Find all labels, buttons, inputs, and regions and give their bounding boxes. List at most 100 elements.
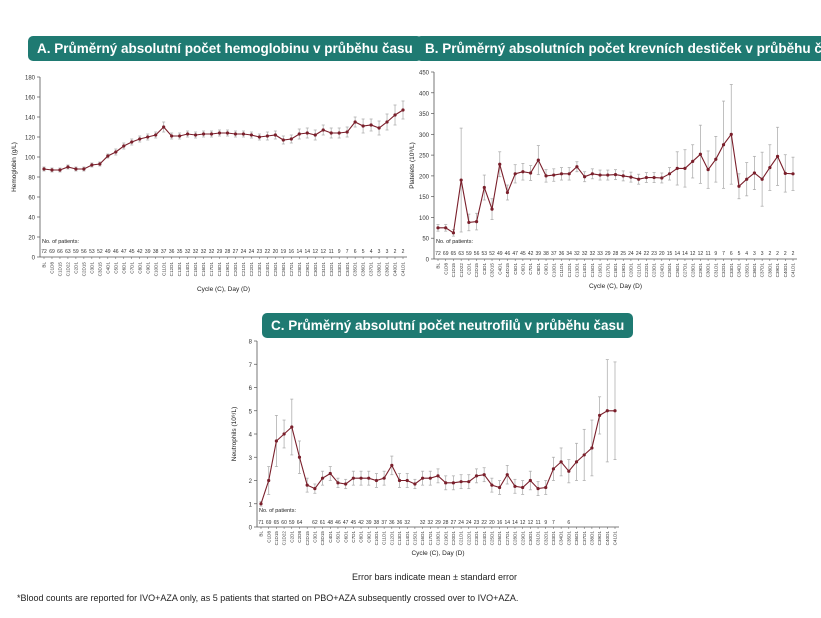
- chart-b-x-tick-label: C17D1: [605, 263, 610, 278]
- chart-a-y-axis-label: Hemoglobin (g/L): [11, 142, 18, 192]
- chart-c-x-tick-label: C1D8: [266, 531, 271, 543]
- chart-a-patient-count: 66: [57, 249, 63, 255]
- chart-b-x-tick-label: C12D1: [567, 263, 572, 278]
- chart-c-data-point: [274, 439, 278, 443]
- chart-b-data-point: [536, 158, 540, 162]
- chart-c-y-tick-label: 3: [249, 456, 253, 462]
- chart-a-patient-count: 56: [81, 249, 87, 255]
- chart-c-data-point: [544, 485, 548, 490]
- chart-c-data-point: [490, 483, 494, 487]
- chart-c-patient-count: 12: [528, 520, 534, 526]
- chart-a-x-tick-label: C40D1: [393, 262, 398, 277]
- chart-c-x-tick-label: C32D1: [543, 531, 548, 546]
- chart-c-patient-count: 12: [520, 520, 526, 526]
- chart-b-x-axis-label: Cycle (C), Day (D): [589, 283, 642, 290]
- chart-c-data-point: [328, 471, 332, 476]
- chart-c-x-tick-label: C17D1: [428, 531, 433, 546]
- chart-a-x-tick-label: C35D1: [353, 262, 358, 277]
- chart-b-data-point: [644, 175, 648, 180]
- chart-b-x-tick-label: C1D8: [443, 263, 448, 275]
- chart-c-y-tick-label: 0: [249, 526, 253, 532]
- chart-b-patient-count: 2: [792, 251, 795, 257]
- chart-a-y-tick-label: 40: [28, 216, 35, 222]
- chart-a-x-tick-label: C3D1: [89, 262, 94, 274]
- chart-b-patient-count: 32: [582, 251, 588, 257]
- chart-b-patient-count: 3: [753, 251, 756, 257]
- chart-a-x-tick-label: C27D1: [289, 262, 294, 277]
- chart-b-patient-count: 7: [722, 251, 725, 257]
- chart-b-x-tick-label: C5D1: [513, 263, 518, 275]
- chart-a-x-tick-label: C37D1: [369, 262, 374, 277]
- chart-b-patient-count: 25: [620, 251, 626, 257]
- chart-a-patient-count: 32: [209, 249, 215, 255]
- chart-b-x-tick-label: C41D1: [791, 263, 796, 278]
- chart-a-x-tick-label: C4D1: [105, 262, 110, 274]
- chart-c-patient-count: 36: [397, 520, 403, 526]
- chart-b-x-tick-label: C9D1: [544, 263, 549, 275]
- chart-b-data-point: [783, 171, 787, 175]
- chart-c-patient-count: 59: [289, 520, 295, 526]
- panel-b-title: B. Průměrný absolutních počet krevních d…: [416, 36, 821, 61]
- chart-c-x-tick-label: C23D1: [474, 531, 479, 546]
- chart-b-x-tick-label: C30D1: [706, 263, 711, 278]
- chart-c-x-tick-label: BL: [259, 531, 264, 537]
- chart-c-x-tick-label: C41D1: [613, 531, 618, 546]
- chart-c-x-tick-label: C4D1: [328, 531, 333, 543]
- chart-c-data-point: [267, 478, 271, 483]
- chart-c-patient-count: 42: [358, 520, 364, 526]
- chart-a-x-tick-label: C1D22: [66, 262, 71, 277]
- chart-a-x-tick-label: C9D1: [145, 262, 150, 274]
- chart-a-data-point: [401, 108, 405, 112]
- chart-a-y-tick-label: 80: [28, 176, 35, 182]
- chart-c-y-tick-label: 2: [249, 479, 253, 485]
- chart-a-data-point: [186, 132, 190, 136]
- chart-a-patient-count: 29: [217, 249, 223, 255]
- chart-b-patient-count: 12: [698, 251, 704, 257]
- chart-a-y-tick-label: 20: [28, 236, 35, 242]
- chart-b-x-tick-label: C14D1: [582, 263, 587, 278]
- chart-b-x-tick-label: C11D1: [559, 263, 564, 277]
- chart-b-x-tick-label: C27D1: [683, 263, 688, 278]
- chart-a-patient-count: 3: [378, 249, 381, 255]
- chart-a-data-point: [273, 133, 277, 137]
- chart-c-data-point: [313, 487, 317, 491]
- chart-c-x-tick-label: C13D1: [397, 531, 402, 546]
- chart-a-patient-count: 16: [289, 249, 295, 255]
- chart-a-data-point: [337, 131, 341, 135]
- chart-c-data-point: [436, 474, 440, 478]
- chart-c-patient-count: 37: [381, 520, 387, 526]
- chart-c-x-tick-label: C14D1: [405, 531, 410, 546]
- chart-a-data-point: [345, 130, 349, 134]
- chart-b-patient-count: 37: [551, 251, 557, 257]
- chart-b-patient-count: 22: [644, 251, 650, 257]
- chart-b-data-point: [505, 190, 510, 195]
- chart-b-patient-count: 32: [574, 251, 580, 257]
- chart-c-data-point: [282, 432, 286, 436]
- chart-a-x-tick-label: C12D1: [169, 262, 174, 277]
- chart-a-x-tick-label: C14D1: [185, 262, 190, 277]
- chart-b-x-tick-label: C2D15: [474, 263, 479, 278]
- chart-a-data-point: [201, 132, 206, 136]
- chart-c-data-point: [344, 482, 348, 486]
- chart-a-x-tick-label: C17D1: [209, 262, 214, 277]
- chart-a-patient-count: 20: [273, 249, 279, 255]
- chart-a-patient-count: 28: [225, 249, 231, 255]
- chart-c-x-tick-label: C22D1: [466, 531, 471, 546]
- chart-c-patient-count: 48: [327, 520, 333, 526]
- chart-b-data-point: [721, 143, 726, 147]
- chart-b-patient-count: 49: [497, 251, 503, 257]
- chart-b-data-point: [567, 172, 571, 176]
- chart-a-x-tick-label: C2D15: [81, 262, 86, 277]
- chart-b-data-point: [521, 170, 525, 174]
- chart-a-x-tick-label: C30D1: [313, 262, 318, 277]
- chart-c-x-tick-label: C29D1: [520, 531, 525, 546]
- chart-c-x-tick-label: C9D1: [366, 531, 371, 543]
- chart-a-patient-count: 3: [386, 249, 389, 255]
- chart-b-data-point: [667, 172, 672, 176]
- chart-b-data-point: [544, 174, 548, 178]
- chart-b-y-tick-label: 50: [422, 237, 429, 243]
- chart-a-x-axis-label: Cycle (C), Day (D): [197, 286, 250, 293]
- chart-c-x-tick-label: C8D1: [359, 531, 364, 543]
- chart-a-data-point: [90, 163, 94, 167]
- chart-c-patient-count: 64: [297, 520, 303, 526]
